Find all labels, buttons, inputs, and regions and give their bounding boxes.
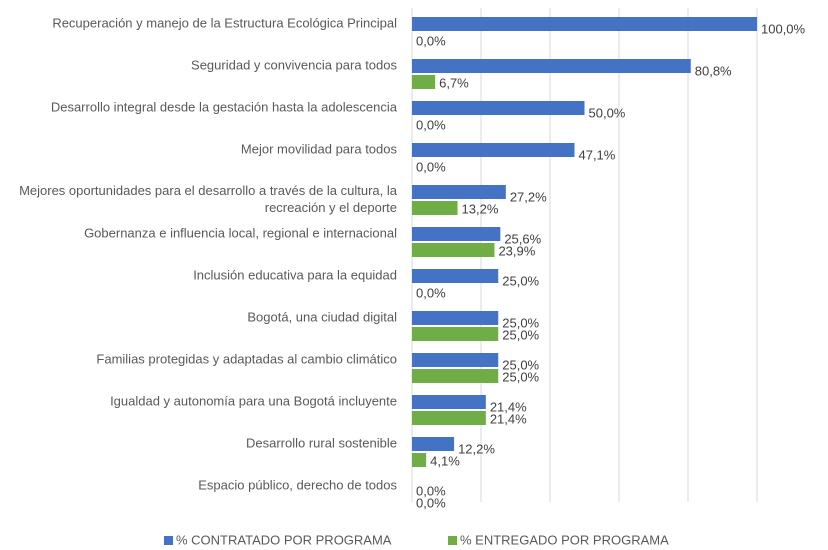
category-label: Mejor movilidad para todos xyxy=(241,141,398,156)
category-label-line: recreación y el deporte xyxy=(265,200,397,215)
category-label: Mejores oportunidades para el desarrollo… xyxy=(19,183,398,215)
value-label: 80,8% xyxy=(695,63,732,78)
value-label: 100,0% xyxy=(761,21,806,36)
category-label: Bogotá, una ciudad digital xyxy=(247,309,397,324)
value-label: 0,0% xyxy=(416,117,446,132)
category-label: Familias protegidas y adaptadas al cambi… xyxy=(96,351,397,366)
category-label: Espacio público, derecho de todos xyxy=(198,477,397,492)
category-label: Desarrollo rural sostenible xyxy=(246,435,397,450)
value-label: 12,2% xyxy=(458,441,495,456)
value-label: 4,1% xyxy=(430,453,460,468)
category-label: Recuperación y manejo de la Estructura E… xyxy=(52,15,397,30)
value-label: 25,0% xyxy=(502,357,539,372)
value-label: 27,2% xyxy=(510,189,547,204)
bar xyxy=(412,101,585,115)
value-label: 50,0% xyxy=(589,105,626,120)
value-label: 0,0% xyxy=(416,285,446,300)
bar xyxy=(412,59,691,73)
bar xyxy=(412,243,495,257)
bar xyxy=(412,411,486,425)
bar xyxy=(412,395,486,409)
bar xyxy=(412,311,499,325)
value-label: 25,0% xyxy=(502,273,539,288)
bar xyxy=(412,453,427,467)
legend-swatch xyxy=(164,536,173,545)
category-label: Seguridad y convivencia para todos xyxy=(191,57,397,72)
bar xyxy=(412,227,501,241)
bar xyxy=(412,353,499,367)
value-label: 13,2% xyxy=(462,201,499,216)
value-label: 25,0% xyxy=(502,369,539,384)
value-label: 0,0% xyxy=(416,33,446,48)
category-label: Desarrollo integral desde la gestación h… xyxy=(51,99,398,114)
value-label: 25,0% xyxy=(502,327,539,342)
category-label: Inclusión educativa para la equidad xyxy=(193,267,397,282)
bar xyxy=(412,75,436,89)
value-label: 25,0% xyxy=(502,315,539,330)
bar xyxy=(412,201,458,215)
category-label: Gobernanza e influencia local, regional … xyxy=(84,225,397,240)
value-label: 23,9% xyxy=(498,243,535,258)
bar xyxy=(412,437,455,451)
legend-swatch xyxy=(448,536,457,545)
value-label: 21,4% xyxy=(490,411,527,426)
value-label: 0,0% xyxy=(416,483,446,498)
legend-label: % CONTRATADO POR PROGRAMA xyxy=(176,532,392,547)
value-label: 6,7% xyxy=(439,75,469,90)
bar xyxy=(412,269,499,283)
category-label-line: Mejores oportunidades para el desarrollo… xyxy=(19,183,398,198)
legend-label: % ENTREGADO POR PROGRAMA xyxy=(460,532,669,547)
bar xyxy=(412,143,575,157)
value-label: 0,0% xyxy=(416,495,446,510)
bar xyxy=(412,17,757,31)
bar xyxy=(412,185,506,199)
bar xyxy=(412,327,499,341)
bar xyxy=(412,369,499,383)
value-label: 0,0% xyxy=(416,159,446,174)
category-label: Igualdad y autonomía para una Bogotá inc… xyxy=(110,393,397,408)
value-label: 21,4% xyxy=(490,399,527,414)
value-label: 47,1% xyxy=(578,147,615,162)
value-label: 25,6% xyxy=(504,231,541,246)
